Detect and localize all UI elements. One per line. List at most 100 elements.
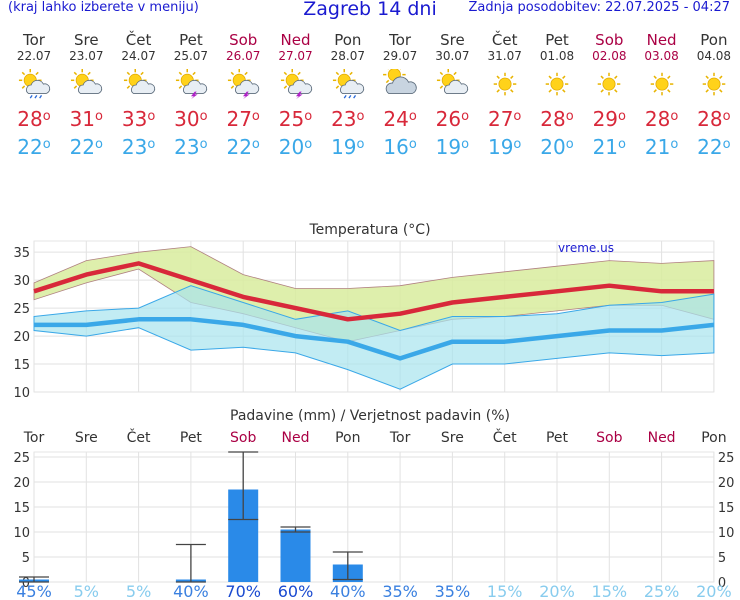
precipitation-plot-area <box>33 451 715 583</box>
precipitation-probability-label: 35% <box>382 582 418 600</box>
min-temperature: 22o <box>17 135 51 159</box>
min-temperature: 21o <box>592 135 626 159</box>
precipitation-day-label: Pet <box>546 430 569 446</box>
temperature-tick-label: 25 <box>13 302 30 317</box>
precipitation-day-label: Pon <box>701 430 726 446</box>
temperature-tick-label: 15 <box>13 358 30 373</box>
precipitation-probability-label: 15% <box>592 582 628 600</box>
day-date: 02.08 <box>592 49 627 63</box>
sun-icon <box>702 72 726 96</box>
day-column: Ned 03.08 28o 21o <box>636 32 688 160</box>
sun-icon <box>598 72 621 96</box>
day-name: Pon <box>700 31 728 49</box>
day-name: Tor <box>389 31 412 49</box>
precipitation-day-label: Tor <box>389 430 411 446</box>
temperature-tick-label: 10 <box>13 386 30 401</box>
day-column: Tor 22.07 28o 22o <box>8 31 60 160</box>
day-name: Sre <box>440 31 465 49</box>
precipitation-tick-label-right: 10 <box>718 526 735 541</box>
precipitation-probability-label: 40% <box>330 582 366 600</box>
day-column: Pon 28.07 23o 19o <box>322 32 374 160</box>
day-name: Sob <box>595 31 624 49</box>
min-temperature: 21o <box>644 135 679 159</box>
day-column: Pet 25.07 30o 23o <box>165 31 217 160</box>
max-temperature: 28o <box>697 107 731 131</box>
max-temperature: 30o <box>174 107 208 131</box>
precipitation-probability-label: 5% <box>126 582 151 600</box>
precipitation-probability-label: 45% <box>16 582 52 600</box>
day-column: Čet 24.07 33o 23o <box>113 31 165 160</box>
day-date: 29.07 <box>382 49 418 63</box>
precipitation-tick-label-right: 20 <box>718 476 735 491</box>
min-temperature: 23o <box>174 135 208 159</box>
sun-cloud-rain-icon <box>18 69 51 99</box>
day-date: 03.08 <box>644 49 679 63</box>
sun-cloud-icon <box>437 69 469 94</box>
sun-cloud-thunder-icon <box>175 69 208 100</box>
precipitation-bar <box>280 529 311 582</box>
watermark: vreme.us <box>558 241 614 255</box>
precipitation-probability-label: 60% <box>278 582 314 600</box>
day-date: 23.07 <box>69 49 104 63</box>
day-column: Pet 01.08 28o 20o <box>531 32 583 160</box>
precipitation-chart-title: Padavine (mm) / Verjetnost padavin (%) <box>230 408 510 424</box>
precipitation-tick-label-right: 15 <box>718 501 735 516</box>
precipitation-day-label: Sob <box>596 430 622 446</box>
min-temperature: 22o <box>69 135 103 159</box>
max-temperature: 27o <box>226 107 260 131</box>
max-temperature: 25o <box>278 107 313 131</box>
precipitation-tick-label-left: 25 <box>13 451 30 466</box>
day-date: 26.07 <box>226 49 261 63</box>
sun-cloud-icon <box>71 69 103 94</box>
day-date: 25.07 <box>173 49 209 63</box>
min-temperature: 16o <box>383 135 417 159</box>
header-left-text: (kraj lahko izberete v meniju) <box>8 0 199 15</box>
min-temperature: 19o <box>487 135 522 159</box>
sun-icon <box>493 72 516 96</box>
precipitation-probability-label: 35% <box>435 582 471 600</box>
precipitation-tick-label-left: 15 <box>13 501 30 516</box>
precipitation-probability-label: 20% <box>539 582 575 600</box>
precipitation-day-label: Sre <box>75 430 98 446</box>
day-name: Čet <box>491 31 518 49</box>
max-temperature: 26o <box>435 107 470 131</box>
min-temperature-range-band <box>33 285 715 390</box>
precipitation-day-label: Pon <box>335 430 360 446</box>
temperature-tick-label: 20 <box>13 330 30 345</box>
min-temperature: 23o <box>121 135 156 159</box>
precipitation-day-label: Tor <box>23 430 45 446</box>
precipitation-probability-label: 15% <box>487 582 523 600</box>
page-title: Zagreb 14 dni <box>303 0 437 20</box>
day-date: 22.07 <box>16 49 52 63</box>
sun-cloud-thunder-icon <box>280 69 312 100</box>
min-temperature: 20o <box>540 135 574 159</box>
precipitation-day-label: Ned <box>282 430 310 446</box>
max-temperature: 31o <box>69 107 103 131</box>
precipitation-day-label: Sob <box>230 430 256 446</box>
max-temperature: 27o <box>487 107 522 131</box>
day-column: Sob 26.07 27o 22o <box>217 32 269 160</box>
precipitation-day-label: Čet <box>127 428 151 446</box>
day-name: Pet <box>179 31 203 49</box>
temperature-tick-label: 30 <box>13 274 30 289</box>
precipitation-tick-label-right: 25 <box>718 451 735 466</box>
min-temperature: 22o <box>697 135 731 159</box>
day-name: Čet <box>125 31 152 49</box>
sun-cloud-icon <box>123 69 155 94</box>
max-temperature-line <box>33 261 714 322</box>
precipitation-tick-label-left: 5 <box>22 551 30 566</box>
sun-icon <box>545 72 569 96</box>
max-temperature: 23o <box>331 107 365 131</box>
cloudy-icon <box>383 69 417 94</box>
precipitation-tick-label-left: 20 <box>13 476 30 491</box>
day-name: Tor <box>23 31 45 49</box>
precipitation-probability-label: 20% <box>696 582 732 600</box>
min-temperature: 19o <box>331 135 365 159</box>
max-temperature: 24o <box>383 107 417 131</box>
day-date: 31.07 <box>487 49 522 63</box>
last-updated: Zadnja posodobitev: 22.07.2025 - 04:27 <box>468 0 730 15</box>
day-date: 01.08 <box>539 49 575 63</box>
day-column: Pon 04.08 28o 22o <box>688 31 740 160</box>
day-date: 24.07 <box>121 49 156 63</box>
